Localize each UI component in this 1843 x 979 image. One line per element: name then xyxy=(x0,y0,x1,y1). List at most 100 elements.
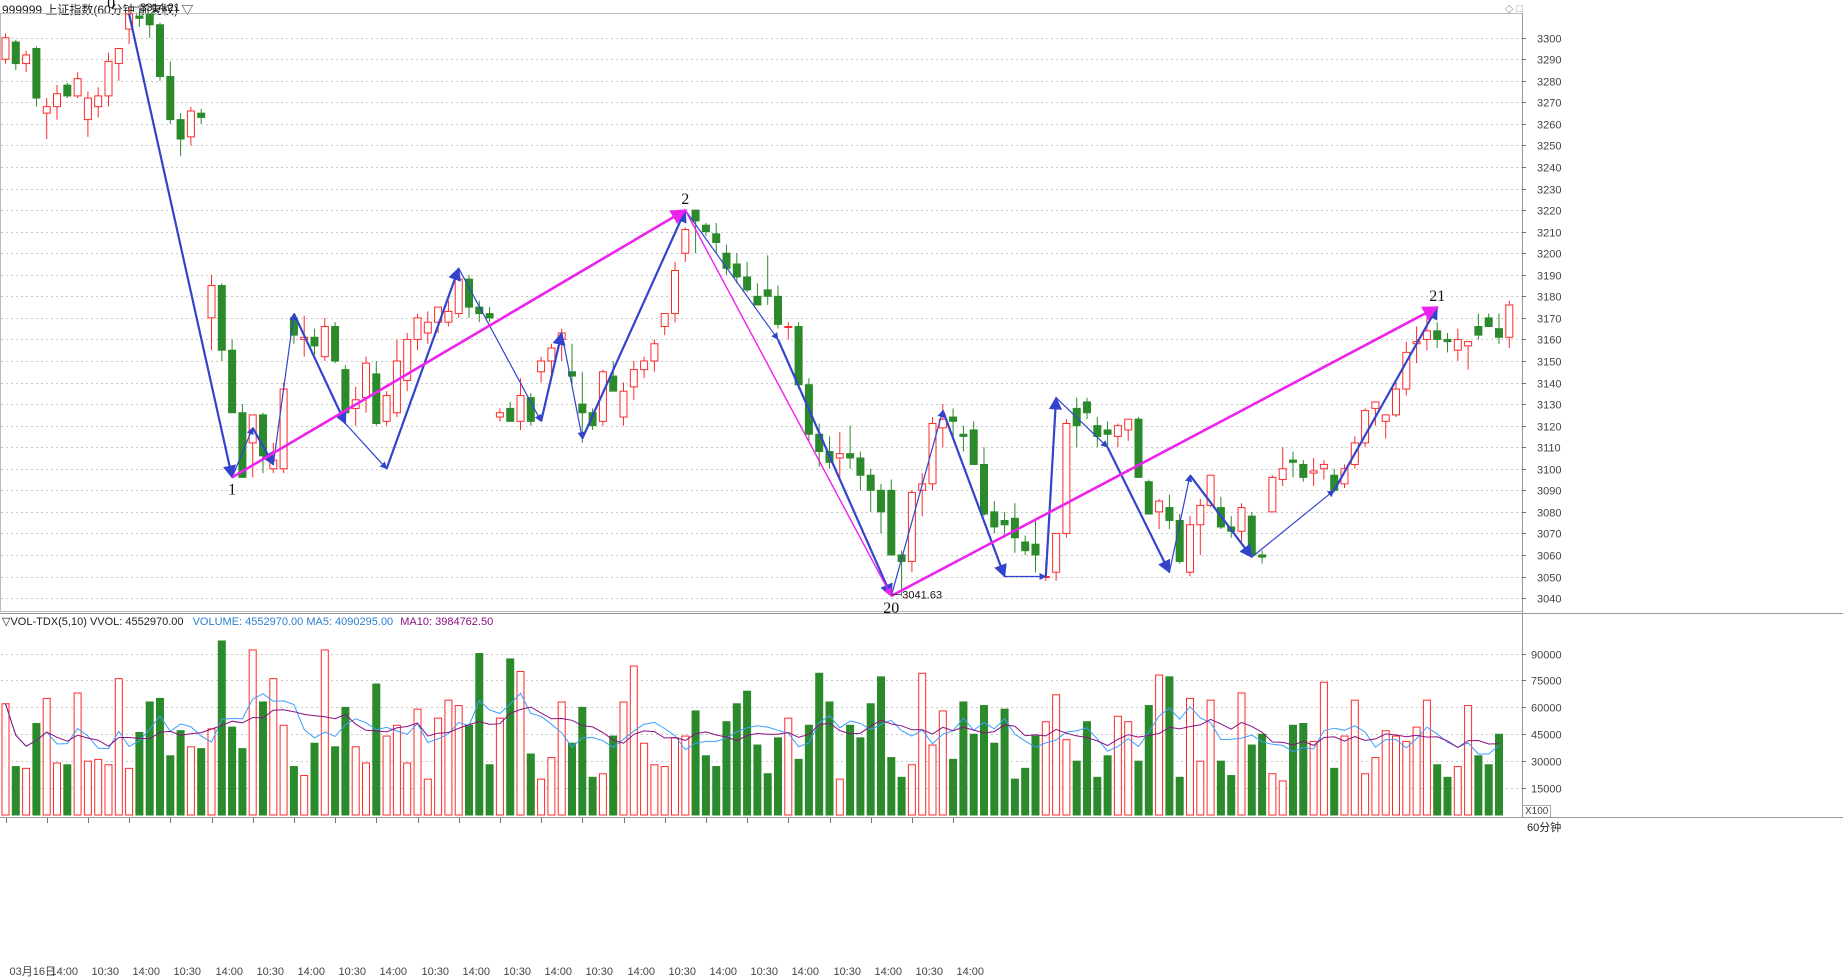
blue-wave-segment xyxy=(1106,446,1171,574)
volume-bar xyxy=(125,767,134,816)
price-tick-label: 3100 xyxy=(1537,465,1561,477)
volume-bar xyxy=(1052,694,1061,816)
candle-body xyxy=(1186,524,1194,573)
volume-bar xyxy=(1175,776,1184,816)
volume-bar xyxy=(1010,778,1019,816)
candle-body xyxy=(1433,330,1442,340)
volume-bar xyxy=(104,764,113,816)
candle-body xyxy=(1247,515,1256,556)
candle-body xyxy=(94,95,103,108)
candle-body xyxy=(1495,328,1503,338)
volume-bar xyxy=(413,708,422,816)
candle-body xyxy=(1237,507,1246,532)
candle-body xyxy=(732,263,741,278)
blue-wave-segment xyxy=(231,427,254,478)
price-tick-label: 3060 xyxy=(1537,551,1561,563)
candle-body xyxy=(640,360,649,371)
volume-bar xyxy=(1433,764,1442,816)
candle-body xyxy=(866,474,875,491)
candle-body xyxy=(1021,541,1030,552)
ma10-line xyxy=(5,703,1500,749)
volume-bar xyxy=(423,778,432,816)
blue-wave-segment xyxy=(540,331,566,422)
volume-bar xyxy=(454,705,463,816)
candle-body xyxy=(969,429,978,465)
time-axis-label: 14:00 xyxy=(380,966,408,978)
blue-wave-segment xyxy=(128,13,236,479)
candle-body xyxy=(238,412,247,478)
volume-bar xyxy=(1371,757,1380,816)
price-tick-label: 3270 xyxy=(1537,98,1561,110)
price-tick-label: 3090 xyxy=(1537,486,1561,498)
volume-bar xyxy=(547,757,556,816)
volume-bar xyxy=(94,758,103,816)
volume-bar xyxy=(248,649,257,816)
volume-bar xyxy=(1412,726,1421,816)
volume-bar xyxy=(1350,699,1359,816)
restore-icon[interactable]: □ xyxy=(1516,3,1524,15)
volume-bar xyxy=(73,692,82,816)
candle-body xyxy=(547,347,556,362)
window-icons[interactable]: ◇ □ xyxy=(1505,2,1523,15)
candle-body xyxy=(763,289,772,297)
time-axis-label: 10:30 xyxy=(916,966,944,978)
volume-bar xyxy=(887,757,896,816)
volume-bar xyxy=(526,753,535,816)
candle-body xyxy=(1206,474,1215,506)
time-axis-label: 10:30 xyxy=(257,966,285,978)
price-tick-label: 3230 xyxy=(1537,185,1561,197)
volume-bar xyxy=(156,697,164,816)
time-axis-label: 10:30 xyxy=(92,966,120,978)
candle-body xyxy=(1505,304,1514,338)
ma5-line xyxy=(5,692,1500,755)
candle-body xyxy=(1371,401,1380,409)
price-tick-label: 3160 xyxy=(1537,335,1561,347)
candle-body xyxy=(331,326,340,362)
price-tick-label: 3260 xyxy=(1537,120,1561,132)
candle-body xyxy=(1464,341,1473,347)
price-tick-label: 3180 xyxy=(1537,292,1561,304)
candle-body xyxy=(650,343,659,362)
price-tick-label: 3210 xyxy=(1537,228,1561,240)
period-label[interactable]: 60分钟 xyxy=(1527,819,1562,835)
candle-body xyxy=(1155,500,1164,513)
candle-body xyxy=(53,93,61,108)
volume-bar xyxy=(32,723,41,816)
time-axis-label: 10:30 xyxy=(422,966,450,978)
candle-body xyxy=(1113,425,1122,437)
volume-bar xyxy=(980,705,988,816)
candle-body xyxy=(1,37,10,60)
diamond-icon[interactable]: ◇ xyxy=(1505,3,1514,15)
volume-bar xyxy=(1134,760,1143,816)
candle-body xyxy=(166,76,175,121)
volume-bar xyxy=(949,758,958,816)
candle-body xyxy=(22,54,31,65)
time-axis-label: 03月16日 xyxy=(10,966,56,978)
candle-body xyxy=(135,15,144,19)
volume-bar xyxy=(629,665,638,816)
candle-body xyxy=(1103,429,1112,435)
price-tick-label: 3110 xyxy=(1537,443,1561,455)
candle-body xyxy=(1484,317,1493,328)
candle-body xyxy=(341,369,350,414)
candle-body xyxy=(609,375,618,392)
volume-tick-label: 60000 xyxy=(1531,703,1562,715)
candle-body xyxy=(1289,459,1297,463)
volume-bar xyxy=(1155,674,1164,816)
time-axis-label: 10:30 xyxy=(669,966,697,978)
price-tick-label: 3200 xyxy=(1537,249,1561,261)
blue-wave-segment xyxy=(890,409,945,597)
candle-body xyxy=(907,491,916,562)
volume-bar xyxy=(1381,730,1390,816)
volume-bar xyxy=(1206,699,1215,816)
candle-body xyxy=(722,252,731,269)
blue-wave-segment xyxy=(684,209,779,341)
volume-bar xyxy=(382,735,391,816)
volume-bar xyxy=(1072,760,1081,816)
price-tick-label: 3150 xyxy=(1537,357,1561,369)
volume-bar xyxy=(166,755,175,816)
blue-wave-segment xyxy=(251,427,275,466)
candle-body xyxy=(1134,418,1143,478)
volume-bar xyxy=(660,766,669,816)
